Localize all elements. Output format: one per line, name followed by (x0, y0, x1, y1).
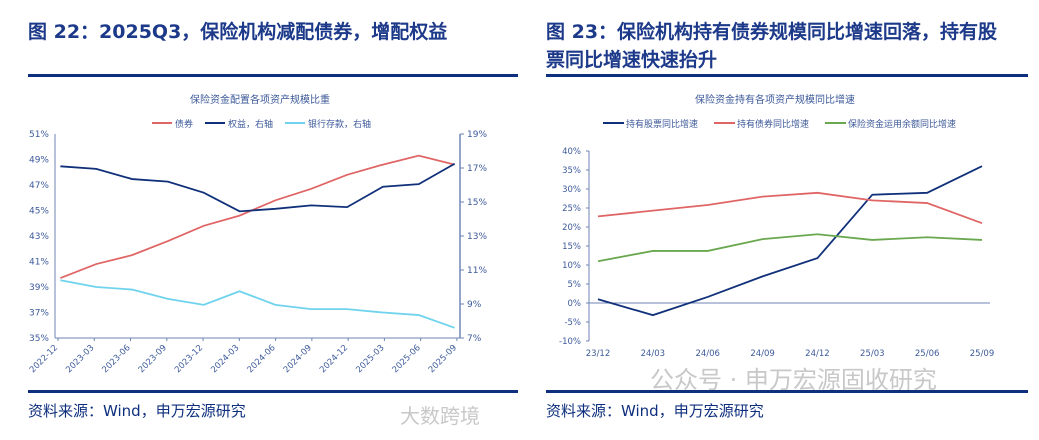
y2-tick-label: 7% (467, 334, 482, 344)
legend-label: 银行存款，右轴 (308, 118, 371, 130)
watermark-left: 大数跨境 (400, 404, 480, 428)
y-tick-label: 39% (29, 283, 49, 293)
x-tick-label: 25/03 (860, 349, 885, 359)
figure-22-heading: 图 22：2025Q3，保险机构减配债券，增配权益 (28, 21, 448, 43)
x-tick-label: 24/12 (805, 349, 830, 359)
y2-tick-label: 13% (467, 232, 487, 242)
y-tick-label: 35% (29, 334, 49, 344)
chart-title: 保险资金持有各项资产规模同比增速 (695, 93, 855, 106)
y-tick-label: 45% (29, 207, 49, 217)
y-tick-label: 35% (562, 166, 581, 176)
x-tick-label: 24/03 (641, 349, 666, 359)
chart-yoy-growth: 保险资金持有各项资产规模同比增速 -10% -5% 0% 5% 10% 15% 20% 25% 3… (559, 93, 995, 359)
series-line-2 (597, 233, 983, 263)
y-tick-label: 51% (29, 130, 49, 140)
series-line-0 (60, 154, 455, 279)
right-source: 资料来源：Wind，申万宏源研究 (546, 402, 764, 420)
x-tick-label: 2024-09 (282, 343, 314, 375)
legend-label: 保险资金运用余额同比增速 (848, 118, 956, 130)
series-line-1 (60, 162, 456, 213)
y-tick-label: -10% (559, 337, 581, 347)
y-tick-label: 10% (562, 261, 581, 271)
x-tick-label: 24/06 (695, 349, 720, 359)
y-tick-label: 40% (562, 147, 581, 157)
watermark-right: 公众号 · 申万宏源固收研究 (650, 366, 937, 394)
figure-23-heading: 图 23：保险机构持有债券规模同比增速回落，持有股票同比增速快速抬升 (546, 21, 998, 71)
x-tick-label: 2024-03 (209, 343, 241, 375)
y-tick-label: 0% (568, 299, 582, 309)
left-bottom-rule (28, 390, 518, 393)
chart-asset-allocation: 保险资金配置各项资产规模比重 35% 37% 39% 41% 43% 45% 47% 49% 51… (28, 93, 488, 375)
legend-label: 持有债券同比增速 (737, 118, 809, 130)
legend-label: 债券 (175, 118, 193, 130)
x-tick-label: 25/09 (970, 349, 995, 359)
y-tick-label: 20% (562, 223, 581, 233)
legend-label: 权益，右轴 (228, 118, 273, 130)
x-tick-label: 2023-12 (173, 343, 205, 375)
y-tick-label: 49% (29, 156, 49, 166)
y2-tick-label: 17% (467, 164, 487, 174)
y-tick-label: 41% (29, 258, 49, 268)
x-tick-label: 25/06 (915, 349, 940, 359)
y2-tick-label: 9% (467, 300, 482, 310)
right-top-rule (546, 74, 1028, 77)
x-tick-label: 2025-03 (354, 343, 386, 375)
x-tick-label: 2023-06 (100, 343, 132, 375)
y2-tick-label: 15% (467, 198, 487, 208)
legend-label: 持有股票同比增速 (626, 118, 698, 130)
y-tick-label: -5% (564, 318, 581, 328)
y2-tick-label: 11% (467, 266, 487, 276)
x-tick-label: 2025-09 (427, 343, 459, 375)
y2-tick-label: 19% (467, 130, 487, 140)
x-tick-label: 2024-12 (318, 343, 350, 375)
series-line-0 (597, 165, 983, 317)
y-tick-label: 47% (29, 181, 49, 191)
right-bottom-rule (546, 390, 1028, 393)
y-tick-label: 25% (562, 204, 581, 214)
series-line-1 (597, 191, 983, 225)
x-tick-label: 2024-06 (246, 343, 278, 375)
y-tick-label: 15% (562, 242, 581, 252)
chart-title: 保险资金配置各项资产规模比重 (190, 93, 330, 106)
y-tick-label: 43% (29, 232, 49, 242)
x-tick-label: 2023-03 (64, 343, 96, 375)
y-tick-label: 37% (29, 309, 49, 319)
y-tick-label: 30% (562, 185, 581, 195)
x-tick-label: 2025-06 (391, 343, 423, 375)
left-top-rule (28, 74, 518, 77)
x-tick-label: 23/12 (586, 349, 611, 359)
y-tick-label: 5% (568, 280, 582, 290)
x-tick-label: 24/09 (750, 349, 775, 359)
x-tick-label: 2022-12 (28, 343, 60, 375)
left-source: 资料来源：Wind，申万宏源研究 (28, 402, 246, 420)
series-line-2 (60, 279, 455, 329)
x-tick-label: 2023-09 (137, 343, 169, 375)
